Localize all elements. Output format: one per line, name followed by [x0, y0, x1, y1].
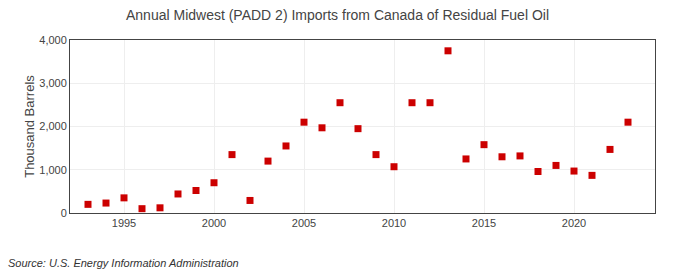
- svg-text:2000: 2000: [202, 217, 226, 229]
- svg-text:2020: 2020: [562, 217, 586, 229]
- svg-text:1995: 1995: [112, 217, 136, 229]
- svg-text:Thousand Barrels: Thousand Barrels: [22, 75, 37, 178]
- svg-text:0: 0: [61, 207, 67, 219]
- svg-text:2015: 2015: [472, 217, 496, 229]
- svg-text:2010: 2010: [382, 217, 406, 229]
- svg-text:1,000: 1,000: [39, 164, 67, 176]
- svg-text:2,000: 2,000: [39, 120, 67, 132]
- svg-text:Annual Midwest (PADD 2) Import: Annual Midwest (PADD 2) Imports from Can…: [126, 7, 549, 23]
- svg-text:3,000: 3,000: [39, 77, 67, 89]
- svg-text:Source: U.S. Energy Informatio: Source: U.S. Energy Information Administ…: [8, 257, 239, 269]
- svg-text:4,000: 4,000: [39, 34, 67, 46]
- svg-text:2005: 2005: [292, 217, 316, 229]
